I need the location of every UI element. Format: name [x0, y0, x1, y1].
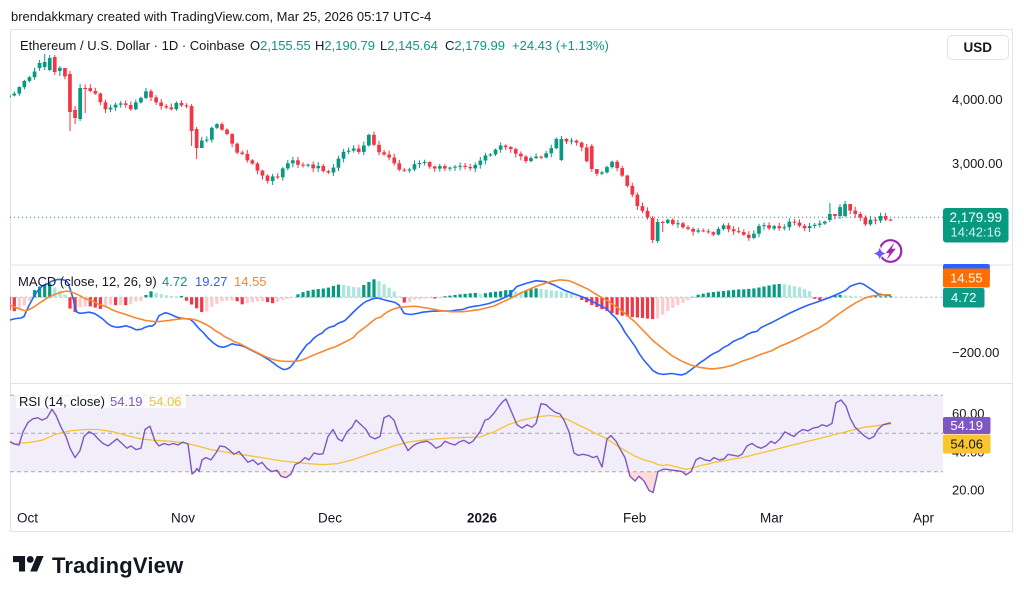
svg-text:4.72: 4.72: [951, 290, 976, 305]
svg-text:Nov: Nov: [171, 511, 195, 526]
svg-text:Oct: Oct: [17, 511, 38, 526]
svg-text:54.19: 54.19: [950, 418, 983, 433]
svg-text:14.55: 14.55: [950, 270, 983, 285]
svg-text:14:42:16: 14:42:16: [950, 225, 1001, 240]
svg-text:Apr: Apr: [913, 511, 935, 526]
svg-text:4,000.00: 4,000.00: [952, 92, 1003, 107]
svg-text:2,179.99: 2,179.99: [950, 210, 1003, 225]
svg-text:20.00: 20.00: [952, 483, 985, 498]
svg-text:−200.00: −200.00: [952, 345, 999, 360]
svg-text:Dec: Dec: [318, 511, 342, 526]
svg-text:3,000.00: 3,000.00: [952, 156, 1003, 171]
svg-text:Mar: Mar: [760, 511, 784, 526]
svg-text:2026: 2026: [467, 511, 498, 526]
svg-text:Feb: Feb: [623, 511, 646, 526]
svg-text:54.06: 54.06: [950, 437, 983, 452]
